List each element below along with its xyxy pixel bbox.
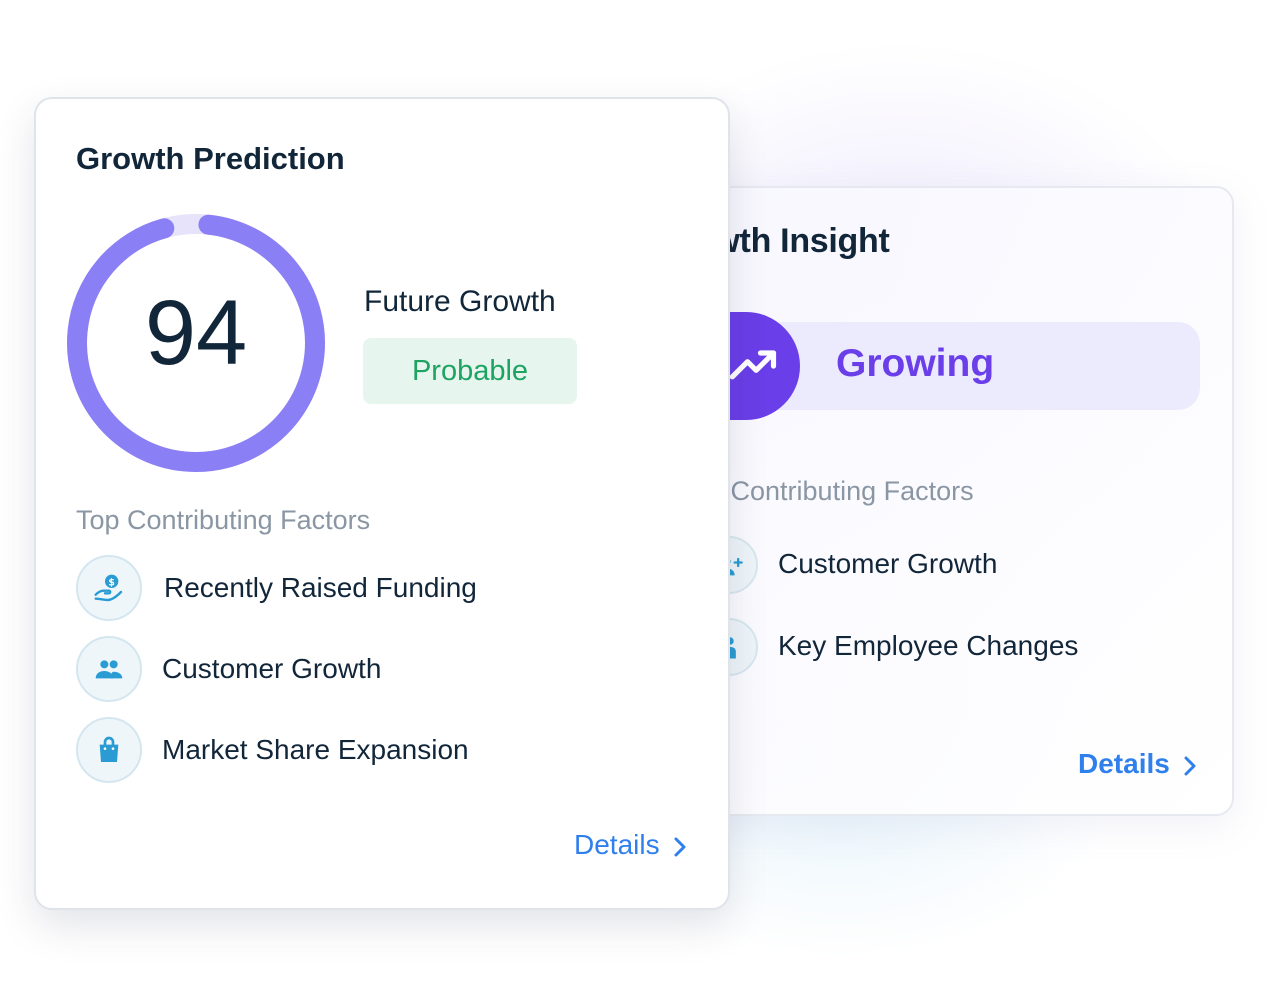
factor-item: Market Share Expansion <box>76 717 676 785</box>
shopping-bag-icon <box>76 717 142 783</box>
future-growth-badge: Probable <box>363 338 577 404</box>
future-growth-label: Future Growth <box>364 285 556 318</box>
growth-score-gauge <box>67 214 325 472</box>
factor-label: Recently Raised Funding <box>164 572 477 603</box>
growth-score-value: 94 <box>144 282 248 384</box>
factor-item: Customer Growth <box>700 536 1220 600</box>
factors-title: Top Contributing Factors <box>76 505 371 535</box>
details-link[interactable]: Details <box>574 829 688 861</box>
factor-label: Customer Growth <box>778 548 998 579</box>
details-label[interactable]: Details <box>1078 748 1170 779</box>
people-icon <box>76 636 142 702</box>
factors-title: p Contributing Factors <box>708 476 974 506</box>
factor-item: Key Employee Changes <box>700 618 1220 682</box>
details-link[interactable]: Details <box>1078 748 1198 780</box>
gauge-progress-arc <box>67 214 325 472</box>
hand-coin-icon: $ <box>76 555 142 621</box>
chevron-right-icon <box>674 837 686 857</box>
details-label[interactable]: Details <box>574 829 660 860</box>
growth-prediction-title: Growth Prediction <box>76 141 345 176</box>
factor-label: Key Employee Changes <box>778 630 1079 661</box>
growth-insight-card: rowth Insight Growing p Contributing Fac… <box>640 186 1234 816</box>
growth-prediction-card: Growth Prediction 94 Future Growth Proba… <box>34 97 730 910</box>
factor-item: $ Recently Raised Funding <box>76 555 676 623</box>
factor-item: Customer Growth <box>76 636 676 704</box>
svg-text:$: $ <box>108 577 114 588</box>
factor-label: Customer Growth <box>162 653 382 684</box>
factor-label: Market Share Expansion <box>162 734 469 765</box>
growth-status-label: Growing <box>836 342 995 385</box>
chevron-right-icon <box>1184 756 1196 776</box>
